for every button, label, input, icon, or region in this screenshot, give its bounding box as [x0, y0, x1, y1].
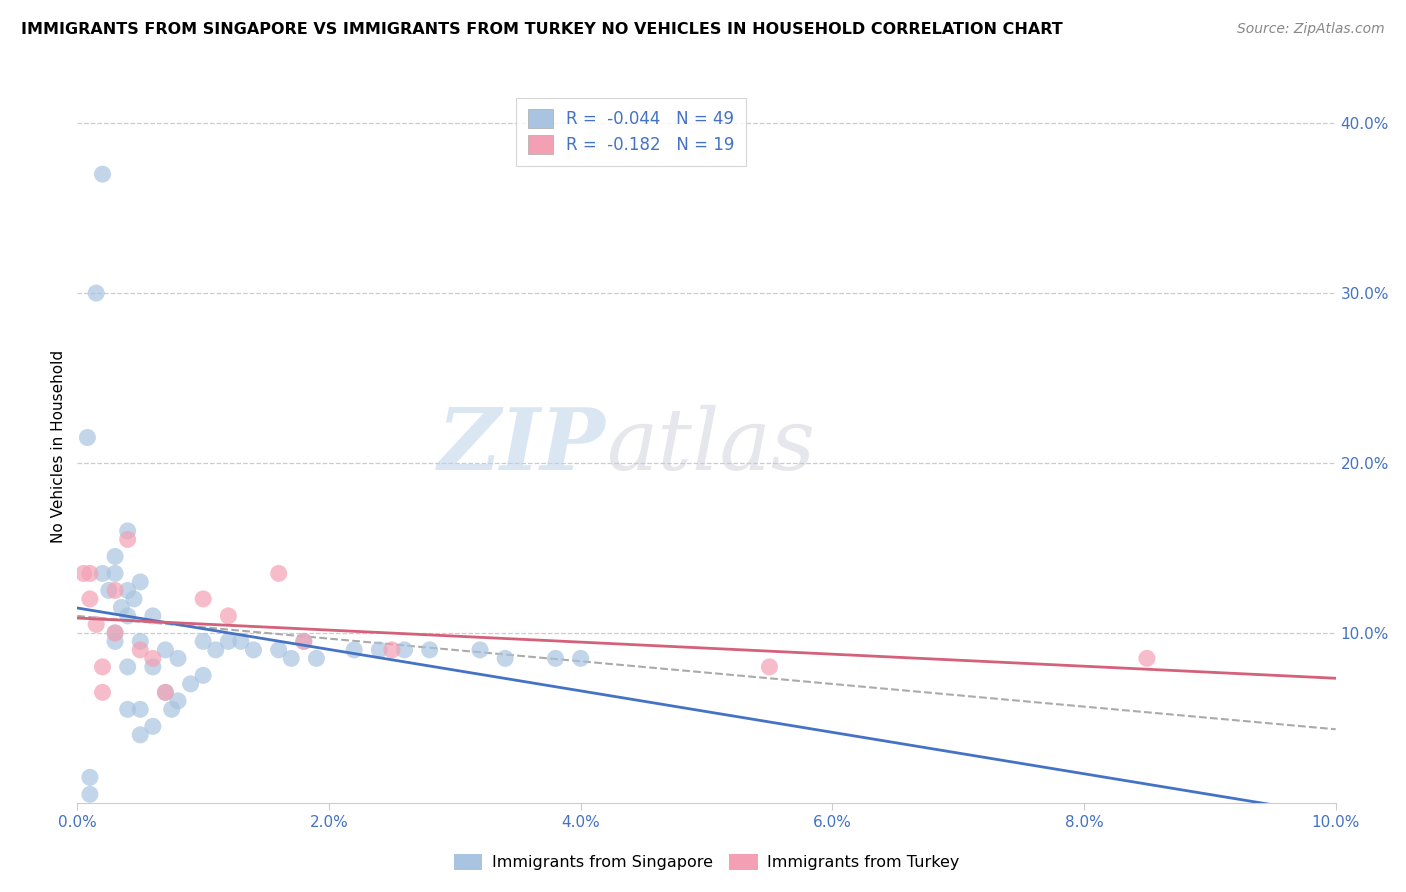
Point — [468, 643, 491, 657]
Point — [117, 583, 139, 598]
Point — [758, 660, 780, 674]
Point — [167, 651, 190, 665]
Point — [79, 566, 101, 581]
Point — [91, 660, 114, 674]
Point — [142, 660, 165, 674]
Point — [129, 574, 152, 589]
Point — [122, 591, 145, 606]
Point — [129, 728, 152, 742]
Legend: Immigrants from Singapore, Immigrants from Turkey: Immigrants from Singapore, Immigrants fr… — [447, 847, 966, 877]
Point — [368, 643, 391, 657]
Point — [155, 643, 177, 657]
Point — [117, 660, 139, 674]
Point — [394, 643, 416, 657]
Point — [79, 770, 101, 784]
Point — [569, 651, 592, 665]
Point — [79, 591, 101, 606]
Point — [267, 643, 290, 657]
Point — [72, 566, 94, 581]
Point — [104, 583, 127, 598]
Point — [305, 651, 328, 665]
Point — [117, 524, 139, 538]
Point — [84, 286, 107, 301]
Text: ZIP: ZIP — [439, 404, 606, 488]
Point — [129, 634, 152, 648]
Point — [104, 626, 127, 640]
Point — [494, 651, 516, 665]
Point — [292, 634, 315, 648]
Text: IMMIGRANTS FROM SINGAPORE VS IMMIGRANTS FROM TURKEY NO VEHICLES IN HOUSEHOLD COR: IMMIGRANTS FROM SINGAPORE VS IMMIGRANTS … — [21, 22, 1063, 37]
Point — [160, 702, 183, 716]
Point — [191, 634, 215, 648]
Point — [180, 677, 202, 691]
Point — [204, 643, 226, 657]
Y-axis label: No Vehicles in Household: No Vehicles in Household — [51, 350, 66, 542]
Point — [91, 566, 114, 581]
Point — [79, 787, 101, 801]
Point — [91, 685, 114, 699]
Point — [104, 549, 127, 564]
Point — [1136, 651, 1159, 665]
Point — [76, 430, 98, 444]
Point — [280, 651, 302, 665]
Point — [242, 643, 264, 657]
Point — [91, 167, 114, 181]
Point — [292, 634, 315, 648]
Point — [191, 668, 215, 682]
Point — [142, 608, 165, 623]
Point — [104, 566, 127, 581]
Point — [104, 626, 127, 640]
Point — [167, 694, 190, 708]
Point — [343, 643, 366, 657]
Point — [229, 634, 252, 648]
Point — [267, 566, 290, 581]
Point — [104, 634, 127, 648]
Text: atlas: atlas — [606, 405, 815, 487]
Point — [84, 617, 107, 632]
Point — [155, 685, 177, 699]
Point — [419, 643, 441, 657]
Point — [155, 685, 177, 699]
Text: Source: ZipAtlas.com: Source: ZipAtlas.com — [1237, 22, 1385, 37]
Point — [97, 583, 120, 598]
Point — [217, 608, 239, 623]
Point — [129, 702, 152, 716]
Point — [110, 600, 132, 615]
Point — [191, 591, 215, 606]
Point — [142, 651, 165, 665]
Point — [381, 643, 404, 657]
Point — [217, 634, 239, 648]
Point — [129, 643, 152, 657]
Point — [142, 719, 165, 733]
Point — [117, 702, 139, 716]
Point — [117, 608, 139, 623]
Point — [117, 533, 139, 547]
Point — [544, 651, 567, 665]
